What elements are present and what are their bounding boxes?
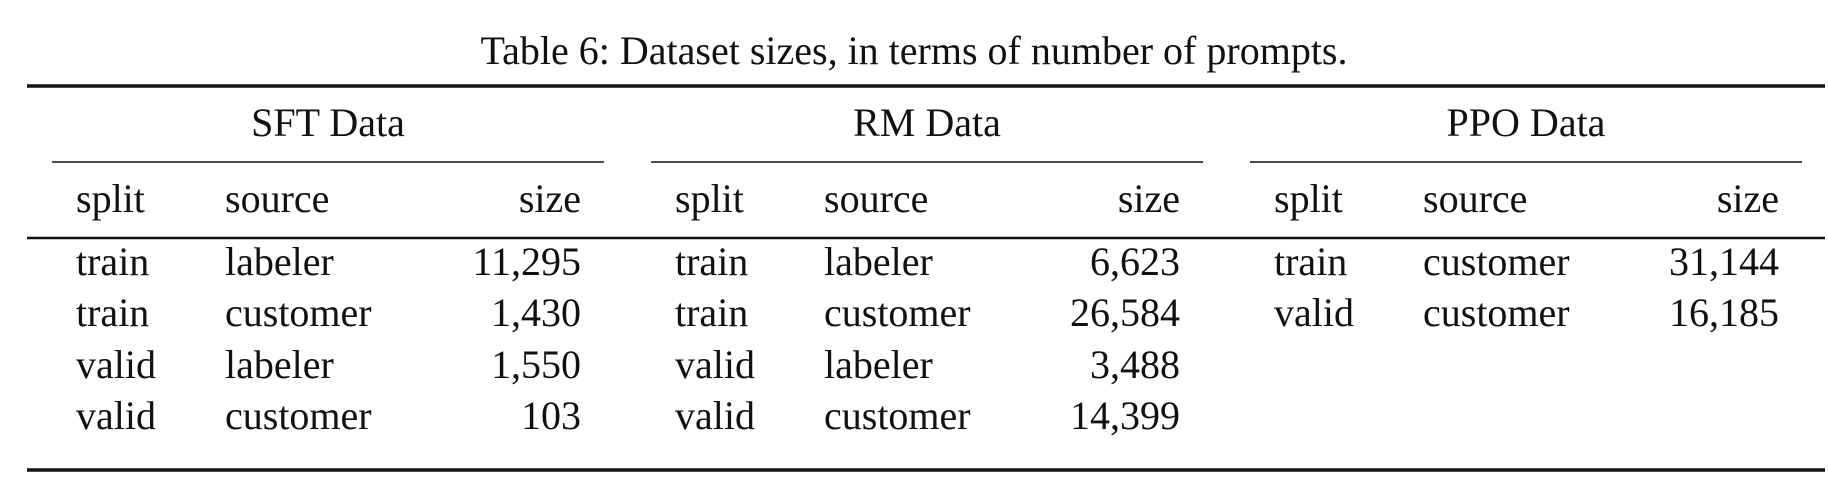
table-cell: valid [76, 342, 156, 387]
column-header: source [1423, 176, 1527, 221]
column-header: split [76, 176, 145, 221]
table-cell: customer [225, 393, 372, 438]
table-cell: labeler [824, 239, 933, 284]
table-cell: customer [1423, 239, 1570, 284]
table-cell: valid [76, 393, 156, 438]
table-cell: train [76, 239, 149, 284]
table-cell: valid [675, 342, 755, 387]
table-cell: 14,399 [1070, 393, 1180, 438]
table-cell: 1,550 [491, 342, 581, 387]
table-cell: 1,430 [491, 290, 581, 335]
table-cell: labeler [225, 342, 334, 387]
table-cell: customer [225, 290, 372, 335]
column-header: split [1274, 176, 1343, 221]
column-header: size [1717, 176, 1779, 221]
table-cell: 103 [521, 393, 581, 438]
column-header: source [824, 176, 928, 221]
column-header: split [675, 176, 744, 221]
table-cell: train [1274, 239, 1347, 284]
table-cell: 16,185 [1669, 290, 1779, 335]
table-cell: 31,144 [1669, 239, 1779, 284]
group-title: SFT Data [251, 100, 405, 145]
table-cell: customer [824, 290, 971, 335]
table-cell: valid [1274, 290, 1354, 335]
table-cell: train [675, 290, 748, 335]
table-cell: 3,488 [1090, 342, 1180, 387]
column-header: size [1118, 176, 1180, 221]
group-title: RM Data [853, 100, 1001, 145]
caption: Table 6: Dataset sizes, in terms of numb… [481, 28, 1348, 73]
table-cell: valid [675, 393, 755, 438]
table-cell: train [675, 239, 748, 284]
table-cell: 6,623 [1090, 239, 1180, 284]
column-header: source [225, 176, 329, 221]
table-cell: train [76, 290, 149, 335]
table-cell: labeler [824, 342, 933, 387]
group-title: PPO Data [1447, 100, 1606, 145]
table-cell: customer [1423, 290, 1570, 335]
column-header: size [519, 176, 581, 221]
table-cell: 11,295 [472, 239, 581, 284]
table-cell: customer [824, 393, 971, 438]
table-cell: labeler [225, 239, 334, 284]
table-cell: 26,584 [1070, 290, 1180, 335]
